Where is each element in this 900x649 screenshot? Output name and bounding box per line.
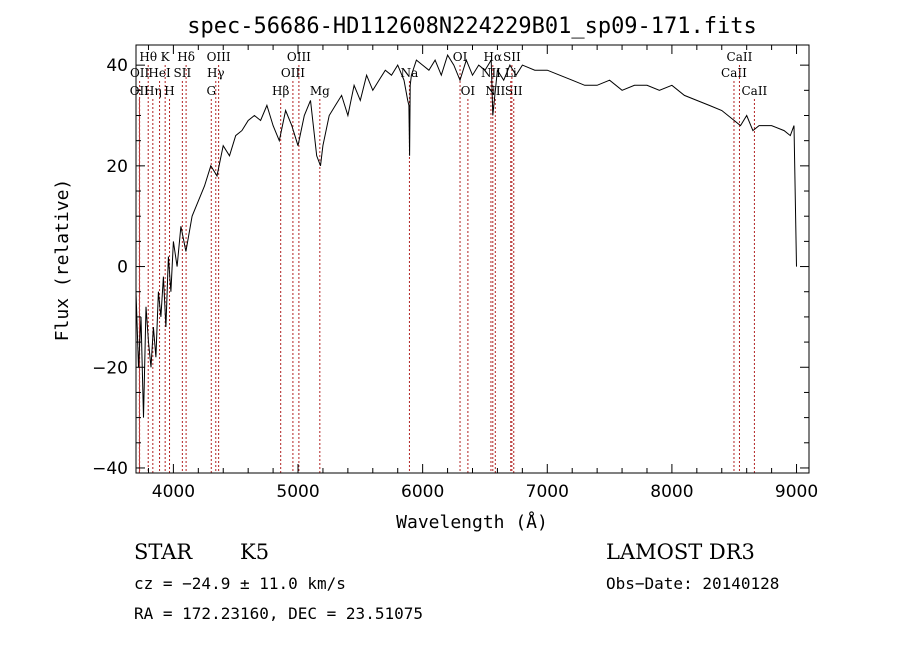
plot-frame [135,44,810,474]
x-axis-label: Wavelength (Å) [396,511,548,533]
x-tick-label: 7000 [526,482,569,502]
line-id-label: G [206,84,216,98]
object-subclass: K5 [240,540,270,564]
axis-ticks: 4000 5000 6000 7000 8000 9000 −40 −20 0 20 40 [92,45,818,502]
y-axis-label: Flux (relative) [52,179,73,342]
line-id-label: SII [503,50,521,64]
chart-title: spec-56686-HD112608N224229B01_sp09-171.f… [187,14,757,39]
line-id-label: Hα [484,50,503,64]
line-id-label: Hδ [177,50,195,64]
line-id-label: SII [174,66,192,80]
survey-name: LAMOST DR3 [606,540,755,564]
line-id-label: OIII [287,50,311,64]
line-id-label: CaII [727,50,753,64]
line-id-label: Na [401,66,419,80]
line-id-label: Li [505,66,517,80]
object-class: STAR [134,540,193,564]
x-tick-label: 4000 [152,482,195,502]
line-id-label: OIII [281,66,305,80]
x-tick-label: 9000 [775,482,818,502]
line-id-label: HeI [148,66,171,80]
x-tick-label: 8000 [650,482,693,502]
y-tick-label: −40 [92,459,128,479]
line-id-label: H [164,84,174,98]
line-id-label: Mg [310,84,330,98]
line-id-label: OI [461,84,476,98]
line-id-label: OII [130,66,150,80]
y-tick-label: 0 [117,258,128,278]
line-id-label: Hη [144,84,162,98]
y-tick-label: −20 [92,358,128,378]
line-id-label: Hθ [139,50,157,64]
obs-date: Obs−Date: 20140128 [606,574,780,593]
line-id-label: SII [505,84,523,98]
line-id-label: OI [453,50,468,64]
spectrum-line [135,53,797,418]
line-id-label: CaII [721,66,747,80]
line-id-label: Hγ [207,66,225,80]
line-id-label: K [161,50,171,64]
ra-dec: RA = 172.23160, DEC = 23.51075 [134,604,423,623]
y-tick-label: 20 [106,157,128,177]
line-id-label: Hβ [272,84,289,98]
redshift-cz: cz = −24.9 ± 11.0 km/s [134,574,346,593]
x-tick-label: 5000 [276,482,319,502]
line-id-label: OIII [207,50,231,64]
line-id-markers: OIIOIIHθHηHeIKHSIIHδGHγOIIIHβOIIIOIIIMgN… [130,50,768,473]
x-tick-label: 6000 [401,482,444,502]
y-tick-label: 40 [106,56,128,76]
line-id-label: CaII [741,84,767,98]
